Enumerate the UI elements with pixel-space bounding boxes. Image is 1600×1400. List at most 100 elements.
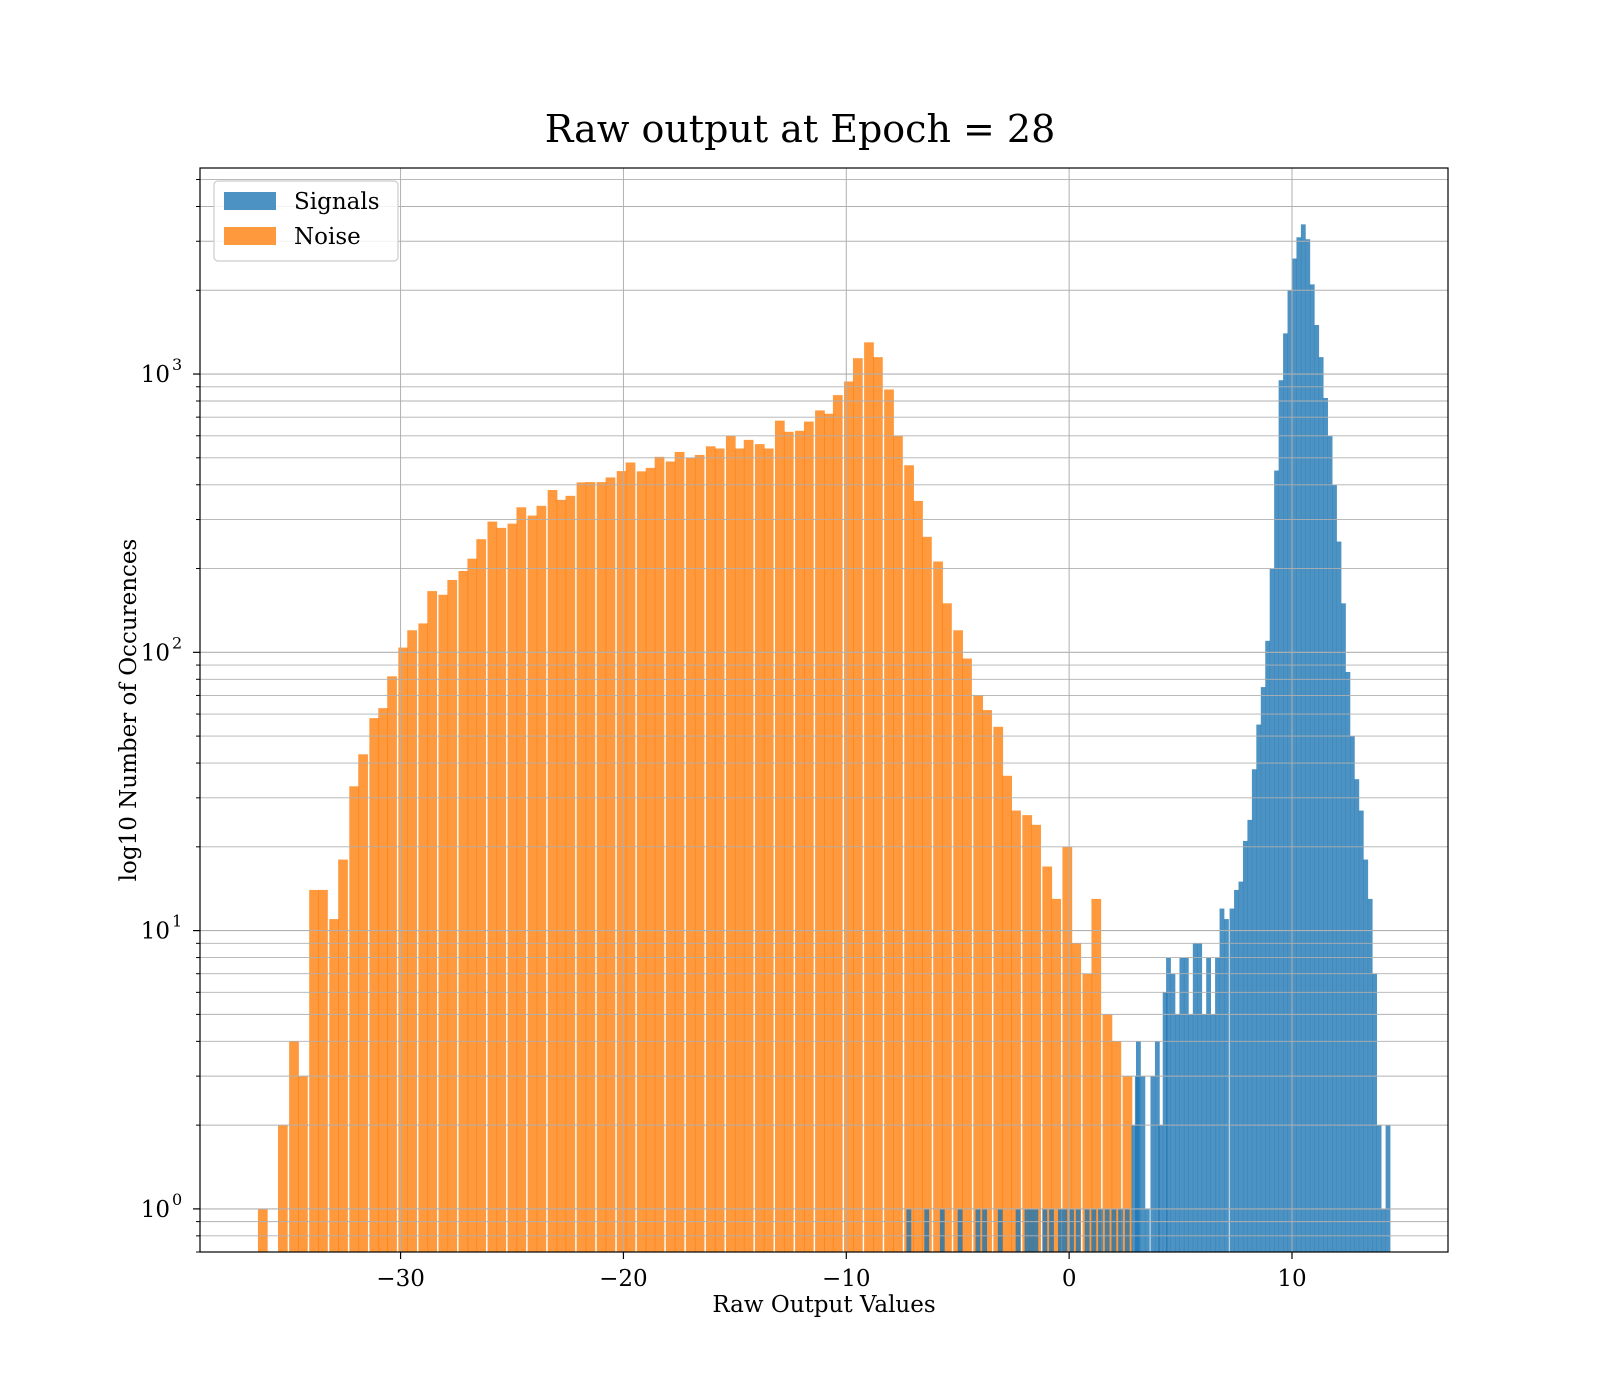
noise-bar-79 xyxy=(1051,898,1062,1252)
noise-bar-50 xyxy=(763,448,774,1252)
x-tick-label-3: 0 xyxy=(1062,1266,1077,1292)
signals-bar-38 xyxy=(1188,1014,1194,1252)
signals-bar-58 xyxy=(1278,380,1284,1253)
noise-bar-83 xyxy=(1091,898,1102,1252)
noise-bar-18 xyxy=(447,579,458,1252)
signals-bar-77 xyxy=(1363,859,1369,1252)
x-tick-label-2: −10 xyxy=(822,1266,871,1292)
legend-label-signals: Signals xyxy=(294,189,380,215)
x-tick-label-4: 10 xyxy=(1277,1266,1306,1292)
signals-bar-82 xyxy=(1385,1125,1391,1252)
noise-bar-14 xyxy=(407,630,417,1252)
y-tick-label-0: 10 xyxy=(141,1197,170,1223)
noise-bar-22 xyxy=(487,521,498,1252)
signals-bar-20 xyxy=(1104,1208,1110,1252)
y-tick-exponent-2: 2 xyxy=(172,633,182,652)
signals-bar-7 xyxy=(1015,1208,1021,1252)
noise-bar-17 xyxy=(438,594,449,1252)
noise-bar-40 xyxy=(665,461,676,1252)
noise-bar-19 xyxy=(458,570,469,1252)
signals-bar-71 xyxy=(1336,541,1342,1252)
noise-bar-35 xyxy=(616,471,627,1253)
signals-bar-28 xyxy=(1144,1208,1150,1252)
noise-bar-61 xyxy=(873,357,883,1252)
signals-bar-79 xyxy=(1372,973,1378,1252)
signals-bar-44 xyxy=(1215,957,1220,1252)
signals-bar-31 xyxy=(1158,1125,1164,1252)
noise-bar-5 xyxy=(318,889,328,1252)
noise-bar-47 xyxy=(734,448,745,1252)
noise-bar-42 xyxy=(685,457,696,1252)
noise-bar-7 xyxy=(338,859,348,1252)
signals-bar-2 xyxy=(939,1208,945,1252)
signals-bar-22 xyxy=(1118,1208,1123,1252)
signals-bar-14 xyxy=(1062,1208,1068,1252)
signals-bar-15 xyxy=(1069,1208,1074,1252)
y-tick-exponent-1: 1 xyxy=(172,912,182,931)
signals-bar-67 xyxy=(1318,357,1324,1252)
y-tick-exponent-3: 3 xyxy=(172,355,182,374)
noise-bar-39 xyxy=(654,456,665,1253)
signals-bar-42 xyxy=(1206,957,1211,1252)
noise-bar-45 xyxy=(714,448,725,1252)
noise-bar-36 xyxy=(625,462,636,1252)
noise-bar-65 xyxy=(913,500,923,1252)
signals-bar-69 xyxy=(1327,435,1333,1252)
signals-bar-52 xyxy=(1251,769,1257,1252)
signals-bar-74 xyxy=(1349,736,1355,1252)
signals-bar-54 xyxy=(1260,687,1266,1252)
noise-bar-52 xyxy=(783,431,794,1252)
signals-bar-33 xyxy=(1166,957,1171,1252)
noise-bar-21 xyxy=(476,539,487,1252)
noise-bar-46 xyxy=(725,435,736,1252)
y-tick-exponent-0: 0 xyxy=(172,1190,182,1209)
signals-bar-21 xyxy=(1111,1208,1117,1252)
signals-bar-62 xyxy=(1296,237,1302,1253)
signals-bar-65 xyxy=(1309,284,1315,1252)
noise-bar-11 xyxy=(378,708,389,1252)
noise-bar-41 xyxy=(674,451,685,1252)
noise-bar-32 xyxy=(585,482,596,1253)
signals-bar-41 xyxy=(1201,1014,1207,1252)
noise-bar-9 xyxy=(358,754,368,1252)
signals-bar-46 xyxy=(1224,919,1229,1252)
signals-bar-5 xyxy=(982,1208,988,1252)
signals-bar-59 xyxy=(1283,333,1288,1252)
noise-bar-12 xyxy=(387,676,397,1252)
x-tick-label-0: −30 xyxy=(376,1266,425,1292)
noise-bar-68 xyxy=(942,603,952,1252)
signals-bar-43 xyxy=(1210,1014,1216,1252)
noise-bar-29 xyxy=(556,499,567,1252)
noise-bar-66 xyxy=(922,536,932,1252)
plot-area xyxy=(200,168,1448,1253)
signals-bar-72 xyxy=(1341,603,1346,1252)
signals-bar-78 xyxy=(1367,898,1373,1252)
signals-bar-0 xyxy=(906,1208,912,1252)
signals-bar-55 xyxy=(1265,640,1271,1252)
noise-bar-86 xyxy=(1122,1076,1133,1252)
signals-bar-56 xyxy=(1269,568,1275,1252)
signals-bar-51 xyxy=(1247,819,1253,1252)
noise-bar-27 xyxy=(536,505,547,1253)
signals-bar-1 xyxy=(924,1208,930,1252)
noise-bar-15 xyxy=(418,623,429,1252)
signals-bar-63 xyxy=(1300,224,1306,1252)
noise-bar-81 xyxy=(1071,943,1082,1252)
noise-bar-77 xyxy=(1031,824,1041,1252)
noise-bar-54 xyxy=(803,421,814,1252)
signals-bar-70 xyxy=(1332,484,1337,1252)
noise-bar-25 xyxy=(516,507,527,1252)
noise-bar-64 xyxy=(904,465,914,1252)
signals-bar-3 xyxy=(957,1208,963,1252)
signals-bar-12 xyxy=(1049,1208,1054,1252)
signals-bar-30 xyxy=(1154,1041,1160,1252)
signals-bar-27 xyxy=(1140,1076,1146,1252)
noise-bar-16 xyxy=(427,591,438,1252)
noise-bar-13 xyxy=(398,647,409,1252)
noise-bar-26 xyxy=(527,515,538,1252)
noise-bar-0 xyxy=(257,1208,268,1252)
noise-bar-48 xyxy=(743,439,754,1252)
signals-bar-57 xyxy=(1274,470,1279,1252)
y-tick-label-3: 10 xyxy=(141,362,170,388)
